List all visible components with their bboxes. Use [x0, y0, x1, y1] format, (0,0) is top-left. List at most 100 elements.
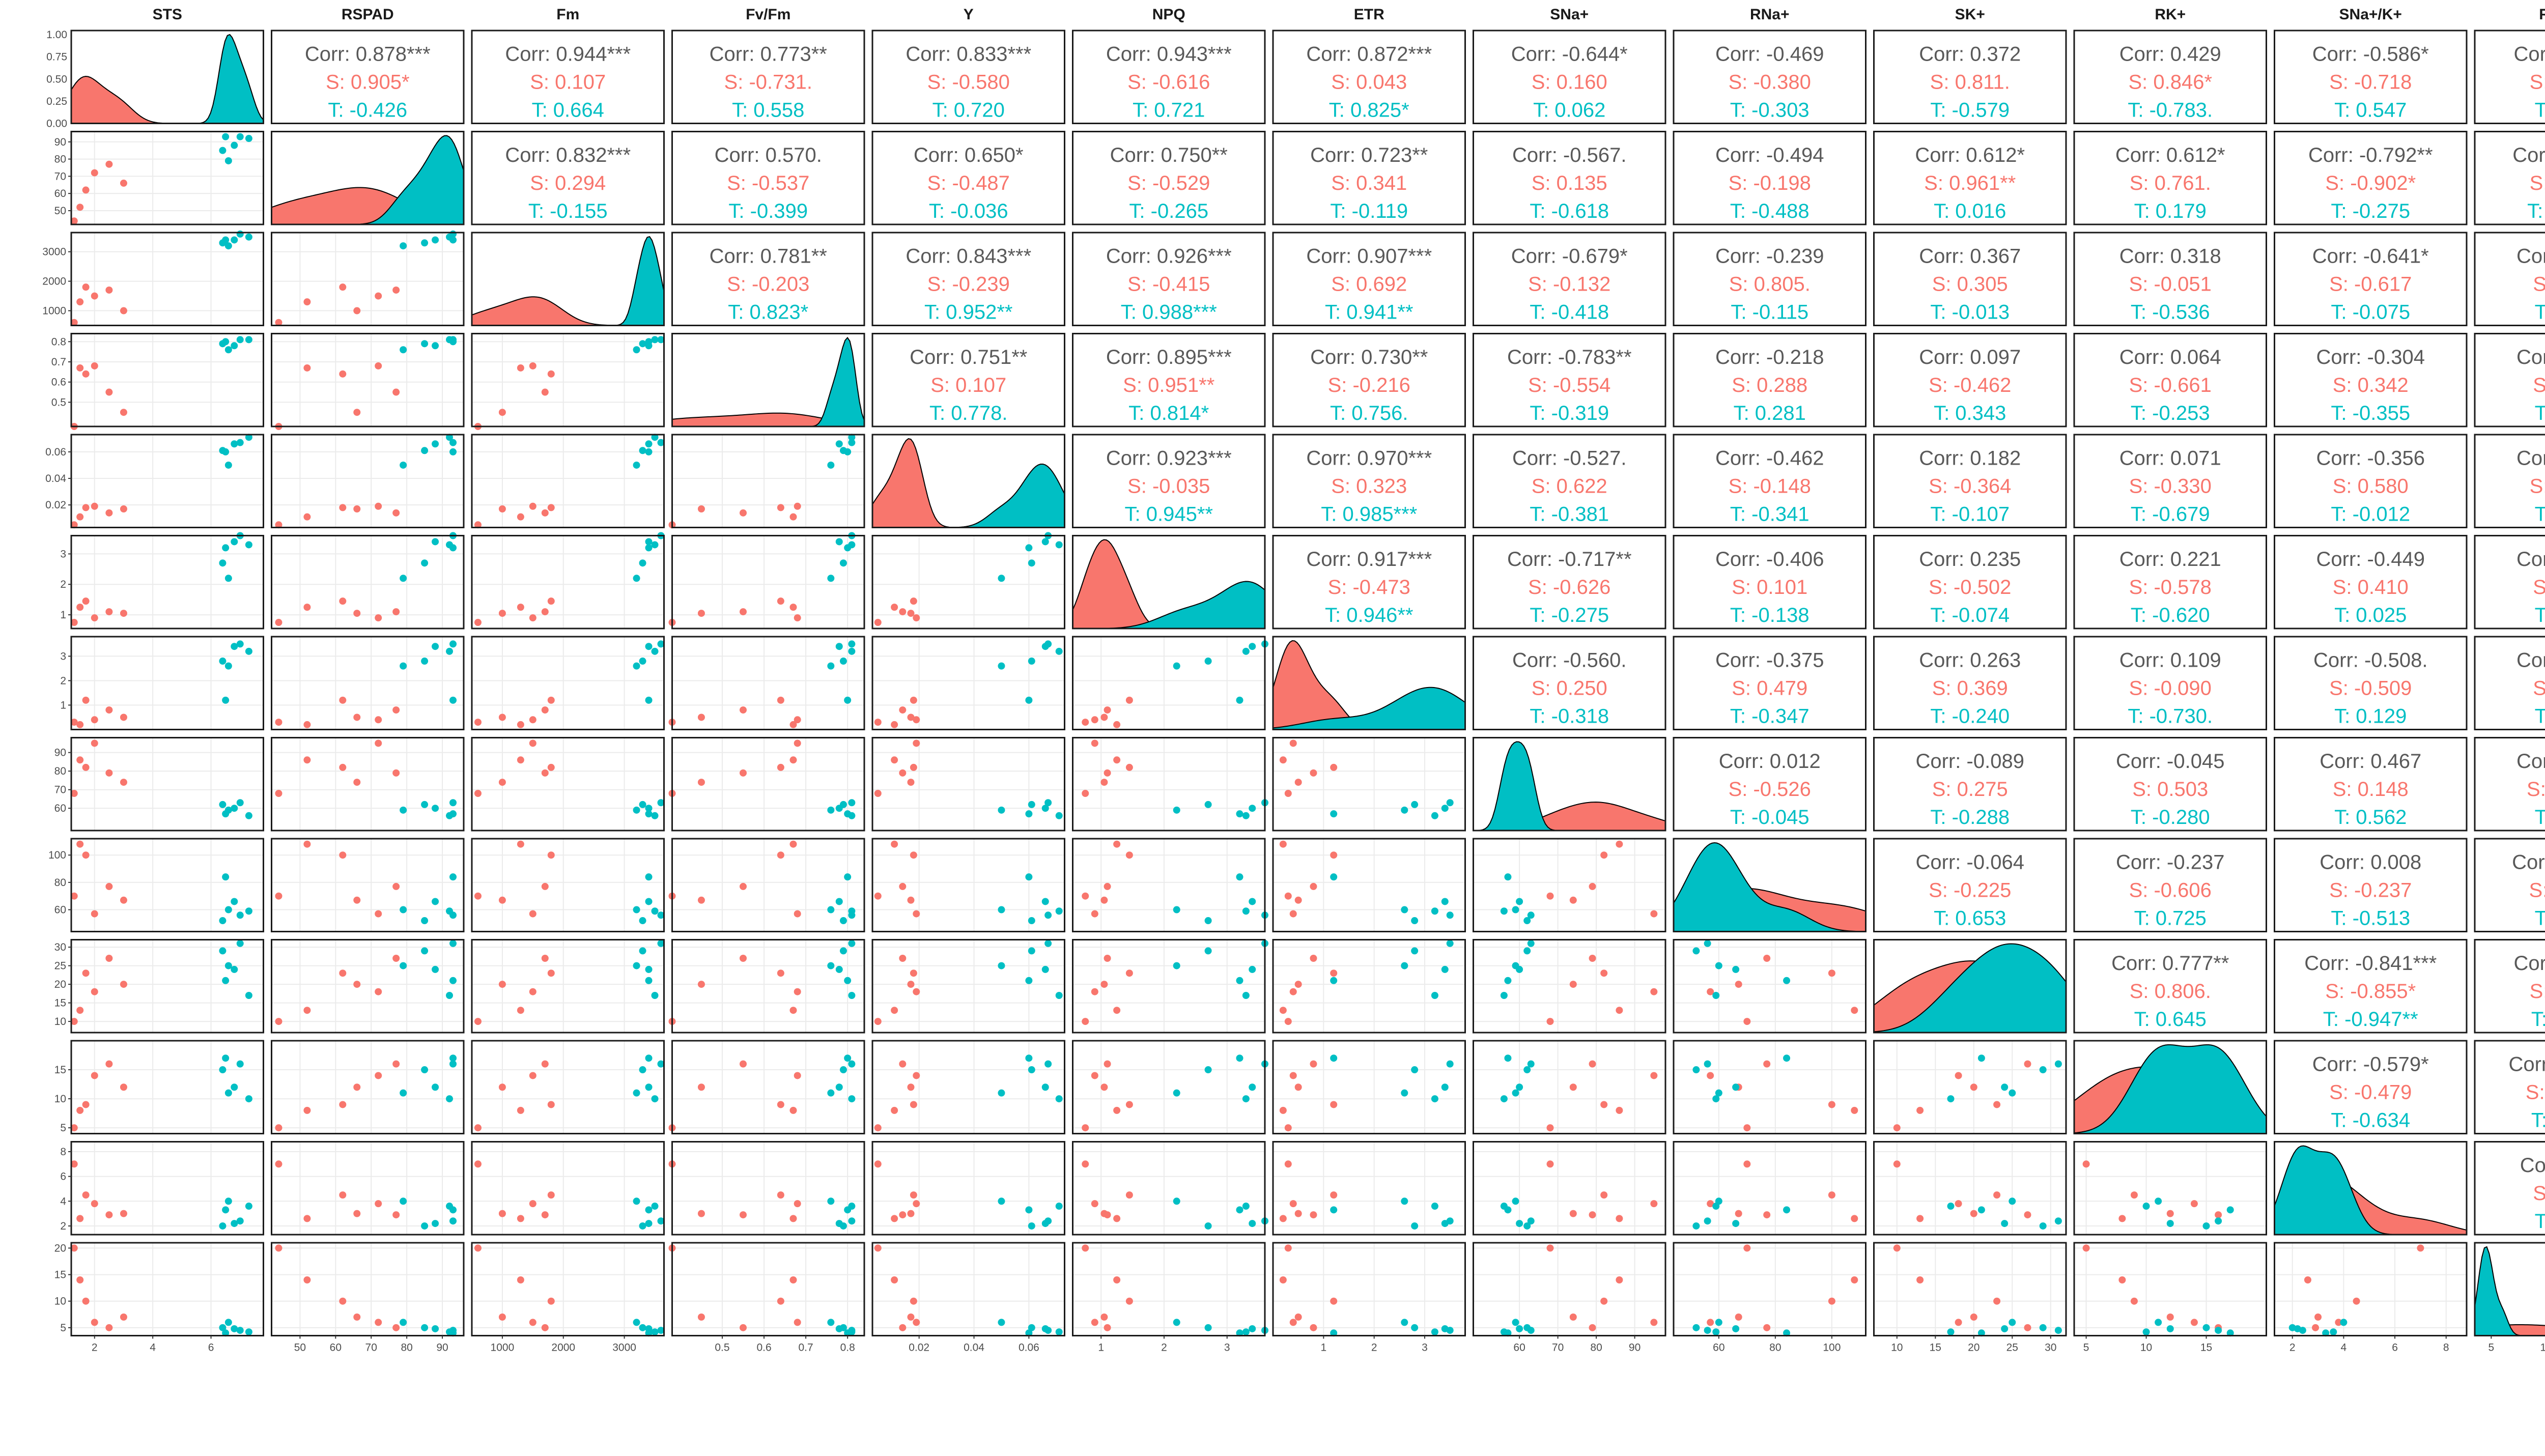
panel-background	[1674, 435, 1866, 528]
scatter-point	[789, 756, 797, 764]
scatter-point	[651, 541, 659, 549]
corr-label: S: 0.288	[1732, 374, 1807, 396]
scatter-point	[1977, 1329, 1985, 1337]
corr-label: S: 0.524	[2533, 374, 2545, 396]
scatter-point	[303, 513, 311, 521]
scatter-point	[844, 696, 852, 704]
panel-border	[2073, 333, 2267, 427]
scatter-panel	[70, 939, 264, 1033]
scatter-point	[639, 340, 646, 348]
scatter-point	[1294, 981, 1302, 988]
scatter-point	[1279, 1106, 1287, 1114]
panel-border	[70, 535, 264, 630]
scatter-point	[633, 1197, 640, 1205]
corr-label: Corr: -0.364	[2516, 447, 2545, 469]
scatter-point	[777, 504, 784, 511]
scatter-point	[1041, 1220, 1049, 1227]
panel-border	[70, 1141, 264, 1236]
scatter-point	[1100, 779, 1108, 786]
scatter-point	[303, 840, 311, 848]
corr-label: Corr: -0.469	[1715, 43, 1824, 65]
panel-border	[471, 1242, 665, 1336]
scatter-point	[219, 147, 227, 154]
scatter-point	[899, 769, 907, 777]
scatter-point	[474, 719, 482, 726]
scatter-point	[303, 364, 311, 372]
corr-label: S: -0.239	[927, 273, 1010, 295]
scatter-point	[275, 319, 282, 326]
scatter-point	[633, 346, 640, 354]
scatter-point	[529, 614, 536, 622]
scatter-point	[339, 370, 347, 378]
corr-label: S: 0.107	[930, 374, 1006, 396]
scatter-point	[1947, 1095, 1955, 1103]
scatter-point	[474, 1124, 482, 1132]
scatter-panel	[70, 1243, 264, 1337]
scatter-panel	[472, 1243, 665, 1337]
panel-background	[2274, 1243, 2467, 1336]
corr-label: T: 0.414	[2535, 503, 2545, 525]
scatter-point	[1893, 1244, 1901, 1252]
scatter-point	[874, 719, 882, 726]
column-header: RSPAD	[342, 6, 394, 23]
panel-background	[1674, 737, 1866, 831]
panel-border	[2073, 1141, 2267, 1236]
corr-label: T: -0.634	[2331, 1109, 2410, 1131]
panel-background	[1072, 131, 1265, 224]
x-tick-label: 30	[2045, 1342, 2056, 1354]
scatter-point	[657, 1217, 665, 1225]
scatter-point	[1173, 906, 1180, 913]
y-tick-label: 5	[60, 1122, 66, 1134]
scatter-point	[2166, 1210, 2174, 1217]
scatter-point	[1955, 1072, 1962, 1079]
scatter-point	[2190, 1319, 2198, 1326]
scatter-point	[2024, 1324, 2031, 1331]
corr-label: S: 0.043	[1331, 71, 1407, 93]
scatter-point	[1589, 882, 1596, 890]
corr-label: S: -0.543	[2530, 980, 2545, 1003]
scatter-panel	[472, 839, 665, 932]
scatter-point	[1310, 1324, 1317, 1331]
scatter-point	[446, 336, 454, 344]
scatter-point	[120, 505, 127, 512]
panel-background	[2475, 435, 2545, 528]
scatter-point	[1091, 1072, 1098, 1079]
scatter-point	[303, 298, 311, 306]
scatter-point	[1082, 1018, 1089, 1025]
scatter-point	[1279, 840, 1287, 848]
corr-label: Corr: -0.134	[2516, 750, 2545, 773]
scatter-point	[541, 706, 549, 714]
scatter-point	[375, 988, 382, 995]
corr-label: S: -0.537	[727, 172, 809, 194]
panel-background	[472, 31, 664, 124]
panel-border	[871, 131, 1065, 225]
panel-background	[1874, 333, 2066, 426]
panel-border	[70, 333, 264, 427]
scatter-point	[998, 1319, 1005, 1326]
scatter-point	[2130, 1191, 2138, 1199]
panel-background	[2074, 637, 2267, 730]
scatter-point	[998, 662, 1005, 670]
panel-background	[1874, 535, 2066, 629]
x-tick-label: 60	[1713, 1342, 1724, 1354]
corr-label: Corr: -0.137	[2516, 346, 2545, 368]
scatter-point	[2024, 1211, 2031, 1219]
panel-border	[2274, 939, 2468, 1034]
scatter-point	[76, 1276, 84, 1283]
scatter-point	[303, 756, 311, 764]
corr-label: T: 0.628	[2535, 402, 2545, 424]
panel-border	[2073, 636, 2267, 730]
scatter-point	[645, 1325, 653, 1332]
scatter-point	[1546, 1124, 1554, 1132]
panel-border	[1873, 535, 2067, 630]
scatter-point	[1546, 1018, 1554, 1025]
scatter-point	[547, 763, 555, 771]
